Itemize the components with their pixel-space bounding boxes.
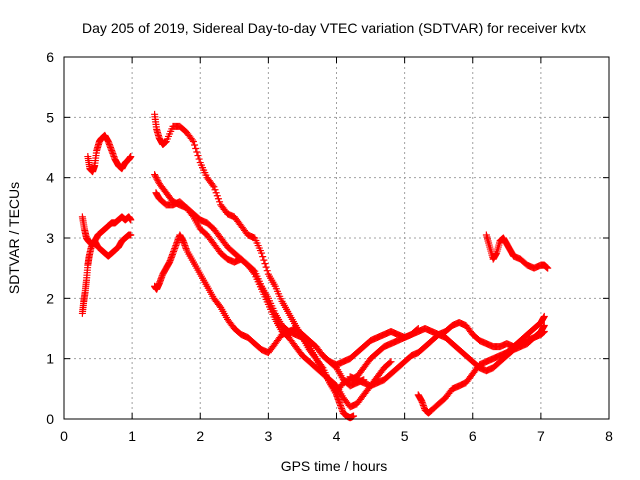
- data-points: [78, 110, 552, 422]
- y-axis-label: SDTVAR / TECUs: [6, 182, 22, 294]
- data-point: [152, 174, 160, 182]
- data-point: [263, 267, 271, 275]
- data-point: [350, 412, 358, 420]
- y-tick-label: 5: [46, 109, 54, 125]
- series-arc-3: [84, 131, 135, 176]
- data-point: [262, 263, 270, 271]
- data-point: [191, 141, 199, 149]
- data-point: [304, 341, 312, 349]
- data-point: [209, 181, 217, 189]
- y-tick-label: 2: [46, 290, 54, 306]
- x-axis-label: GPS time / hours: [281, 458, 388, 474]
- data-point: [540, 312, 548, 320]
- x-tick-label: 5: [401, 428, 409, 444]
- data-point: [151, 172, 159, 180]
- data-point: [193, 148, 201, 156]
- x-tick-label: 2: [196, 428, 204, 444]
- axis-ticks: 0 1 2 3 4 5 6 7 8 0 1 2 3 4 5 6: [46, 49, 613, 444]
- x-tick-label: 8: [605, 428, 613, 444]
- data-point: [195, 155, 203, 163]
- chart-title: Day 205 of 2019, Sidereal Day-to-day VTE…: [82, 20, 586, 36]
- data-point: [153, 175, 161, 183]
- data-point: [216, 198, 224, 206]
- data-point: [540, 321, 548, 329]
- y-tick-label: 0: [46, 411, 54, 427]
- x-tick-label: 7: [537, 428, 545, 444]
- series-arc-10: [414, 312, 548, 417]
- data-point: [387, 358, 395, 366]
- data-point: [258, 249, 266, 257]
- x-tick-label: 3: [264, 428, 272, 444]
- data-point: [127, 231, 135, 239]
- data-point: [261, 260, 269, 268]
- data-point: [213, 192, 221, 200]
- data-point: [127, 216, 135, 224]
- series-arc-2: [78, 213, 135, 260]
- series-arc-7: [152, 189, 395, 411]
- data-point: [127, 153, 135, 161]
- plot-area-border: [63, 56, 610, 420]
- data-point: [188, 136, 196, 144]
- data-point: [386, 359, 394, 367]
- y-tick-label: 4: [46, 170, 54, 186]
- y-tick-label: 6: [46, 49, 54, 65]
- data-point: [154, 177, 162, 185]
- data-point: [189, 137, 197, 145]
- x-tick-label: 4: [333, 428, 341, 444]
- x-tick-label: 1: [128, 428, 136, 444]
- y-tick-label: 3: [46, 230, 54, 246]
- data-point: [210, 183, 218, 191]
- y-tick-label: 1: [46, 351, 54, 367]
- data-point: [259, 253, 267, 261]
- series-arc-6: [151, 171, 422, 396]
- x-tick-label: 0: [60, 428, 68, 444]
- data-point: [211, 186, 219, 194]
- data-point: [250, 269, 258, 277]
- data-point: [544, 264, 552, 272]
- data-point: [194, 152, 202, 160]
- data-point: [212, 189, 220, 197]
- data-point: [216, 302, 224, 310]
- data-point: [151, 171, 159, 179]
- data-point: [192, 145, 200, 153]
- data-point: [260, 256, 268, 264]
- x-tick-label: 6: [469, 428, 477, 444]
- series-arc-11: [482, 231, 552, 272]
- data-point: [214, 195, 222, 203]
